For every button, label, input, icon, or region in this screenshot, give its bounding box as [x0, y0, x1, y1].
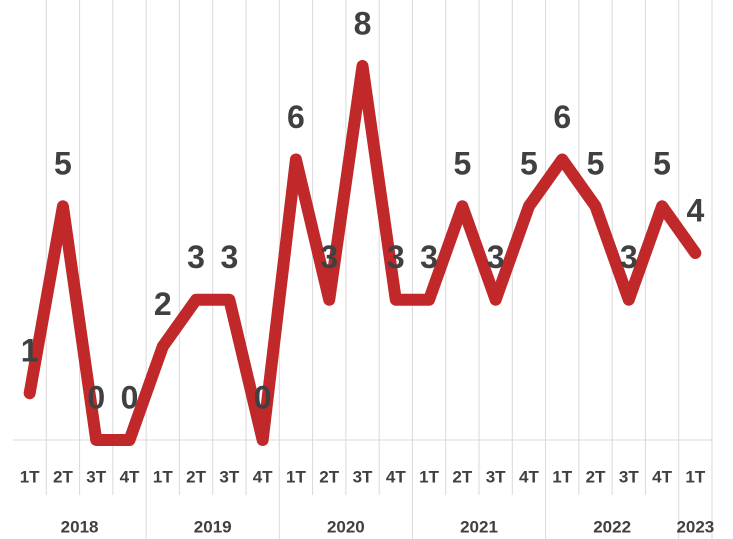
group-label: 2020	[327, 517, 365, 536]
data-label: 6	[287, 99, 305, 135]
x-tick-label: 1T	[286, 467, 306, 486]
data-label: 4	[686, 192, 704, 228]
data-label: 8	[354, 5, 372, 41]
data-label: 3	[487, 239, 505, 275]
x-tick-label: 4T	[120, 467, 140, 486]
x-tick-label: 1T	[153, 467, 173, 486]
x-tick-label: 3T	[86, 467, 106, 486]
data-label: 5	[587, 146, 605, 182]
data-label: 0	[254, 379, 272, 415]
group-label: 2022	[593, 517, 631, 536]
x-tick-label: 2T	[586, 467, 606, 486]
data-label: 3	[387, 239, 405, 275]
data-label: 3	[620, 239, 638, 275]
x-tick-label: 3T	[619, 467, 639, 486]
data-label: 0	[121, 379, 139, 415]
x-tick-label: 3T	[353, 467, 373, 486]
x-tick-label: 2T	[53, 467, 73, 486]
x-tick-label: 1T	[20, 467, 40, 486]
group-label: 2023	[676, 517, 714, 536]
x-tick-label: 1T	[419, 467, 439, 486]
x-tick-label: 2T	[452, 467, 472, 486]
data-label: 2	[154, 286, 172, 322]
data-label: 0	[87, 379, 105, 415]
data-label: 3	[420, 239, 438, 275]
line	[23, 60, 702, 446]
x-tick-label: 1T	[552, 467, 572, 486]
group-label: 2021	[460, 517, 498, 536]
data-label: 3	[320, 239, 338, 275]
x-tick-label: 4T	[253, 467, 273, 486]
x-tick-label: 1T	[685, 467, 705, 486]
group-label: 2019	[194, 517, 232, 536]
x-tick-label: 4T	[519, 467, 539, 486]
data-label: 5	[453, 146, 471, 182]
group-label: 2018	[61, 517, 99, 536]
data-label: 6	[553, 99, 571, 135]
data-label: 1	[21, 333, 39, 369]
x-tick-label: 2T	[186, 467, 206, 486]
x-tick-label: 4T	[652, 467, 672, 486]
x-tick-label: 3T	[219, 467, 239, 486]
x-tick-label: 4T	[386, 467, 406, 486]
x-tick-label: 3T	[486, 467, 506, 486]
x-tick-label: 2T	[319, 467, 339, 486]
data-label: 5	[54, 146, 72, 182]
data-label: 5	[520, 146, 538, 182]
data-label: 3	[220, 239, 238, 275]
data-label: 3	[187, 239, 205, 275]
data-label: 5	[653, 146, 671, 182]
